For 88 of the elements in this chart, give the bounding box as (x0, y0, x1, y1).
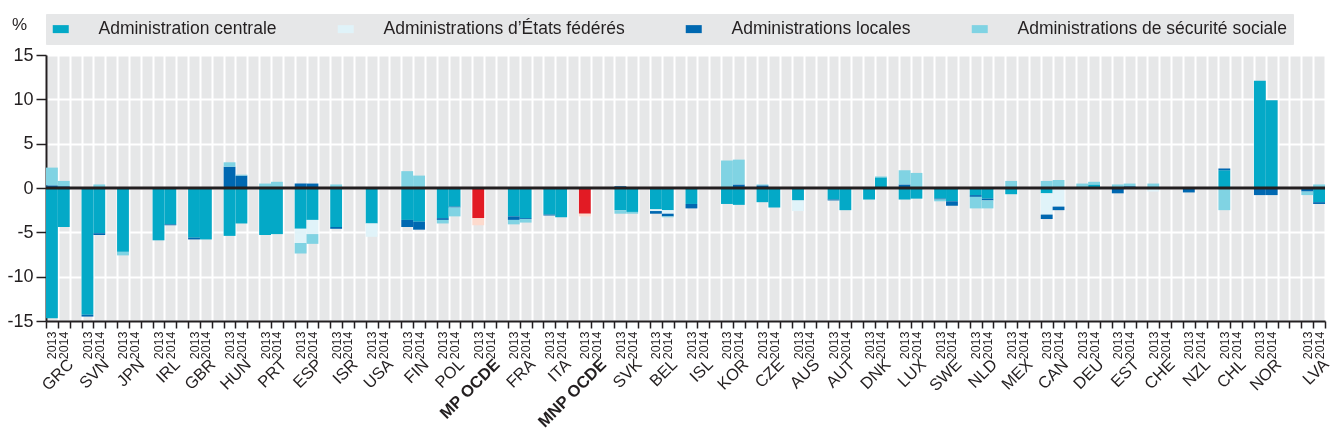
x-tick-label: 2014 (1052, 331, 1067, 360)
x-tick-label: 2013 (1300, 331, 1315, 360)
bar (946, 201, 958, 206)
x-tick-label: 2013 (400, 331, 415, 360)
x-tick-label: 2014 (1229, 331, 1244, 360)
y-axis-title: % (11, 14, 28, 34)
y-tick-label: -5 (17, 221, 34, 242)
bar (117, 188, 129, 252)
x-tick-label: 2013 (365, 331, 380, 360)
x-tick-label: 2014 (1158, 331, 1173, 360)
x-tick-label: 2014 (412, 331, 427, 360)
x-tick-label: 2014 (696, 331, 711, 360)
bar (792, 200, 804, 212)
x-tick-label: 2014 (163, 331, 178, 360)
x-tick-label: 2013 (187, 331, 202, 360)
x-tick-label: 2013 (1111, 331, 1126, 360)
x-tick-label: 2013 (1040, 331, 1055, 360)
x-tick-label: 2014 (554, 331, 569, 360)
x-tick-label: 2014 (377, 331, 392, 360)
x-tick-label: 2014 (732, 331, 747, 360)
bar (1218, 170, 1231, 188)
x-tick-label: 2014 (519, 331, 534, 360)
x-tick-label: 2013 (720, 331, 735, 360)
x-tick-label: 2013 (542, 331, 557, 360)
y-tick-label: -15 (7, 310, 34, 331)
y-tick-label: 0 (23, 177, 34, 198)
x-tick-label: 2013 (80, 331, 95, 360)
bar (874, 177, 887, 188)
x-tick-label: 2013 (152, 331, 166, 360)
x-tick-label: 2014 (483, 331, 498, 360)
x-tick-label: 2014 (199, 331, 214, 360)
x-tick-label: 2014 (945, 331, 960, 360)
y-tick-label: 15 (13, 44, 34, 65)
x-tick-label: 2013 (578, 331, 593, 360)
x-tick-label: 2013 (1075, 331, 1090, 360)
bar (223, 162, 236, 167)
x-tick-label: 2014 (1194, 331, 1209, 360)
x-tick-label: 2013 (471, 331, 486, 360)
x-tick-label: 2013 (45, 331, 60, 360)
legend-label: Administrations d’États fédérés (383, 18, 625, 39)
legend-label: Administrations de sécurité sociale (1017, 18, 1287, 39)
x-tick-label: 2013 (862, 331, 877, 360)
x-tick-label: 2014 (874, 331, 889, 360)
x-tick-label: 2013 (1182, 331, 1197, 360)
x-tick-label: 2013 (649, 331, 664, 360)
bar (472, 188, 485, 219)
x-tick-label: 2013 (329, 331, 344, 360)
x-tick-label: 2013 (684, 331, 699, 360)
bar (472, 218, 485, 226)
bar (1040, 214, 1053, 220)
x-tick-label: 2013 (258, 331, 273, 360)
x-tick-label: 2013 (613, 331, 628, 360)
x-tick-label: 2013 (933, 331, 948, 360)
legend-label: Administrations locales (731, 18, 911, 39)
x-tick-label: 2013 (791, 331, 806, 360)
x-tick-label: 2014 (1265, 331, 1280, 360)
x-tick-label: 2013 (1253, 331, 1268, 360)
x-tick-label: 2013 (755, 331, 770, 360)
x-tick-label: 2014 (448, 331, 463, 360)
x-tick-label: 2014 (767, 331, 782, 360)
x-tick-label: 2014 (1312, 331, 1327, 360)
x-tick-label: 2014 (625, 331, 640, 360)
x-tick-label: 2013 (1146, 331, 1161, 360)
x-tick-label: 2013 (116, 331, 131, 360)
bar (365, 223, 378, 237)
x-tick-label: 2013 (1004, 331, 1019, 360)
x-tick-label: 2014 (57, 331, 72, 360)
bar (578, 188, 591, 214)
x-tick-label: 2014 (1123, 331, 1138, 360)
x-tick-label: 2014 (341, 331, 356, 360)
x-tick-label: 2014 (803, 331, 818, 360)
x-tick-label: 2014 (661, 331, 676, 360)
x-tick-label: 2014 (270, 331, 285, 360)
x-tick-label: 2013 (507, 331, 522, 360)
bar (330, 188, 343, 228)
x-tick-label: 2014 (92, 331, 107, 360)
x-tick-label: 2013 (436, 331, 451, 360)
bar (1218, 188, 1231, 211)
y-tick-label: 10 (13, 88, 34, 109)
x-tick-label: 2014 (1016, 331, 1031, 360)
x-tick-label: 2014 (590, 331, 605, 360)
x-tick-label: 2014 (1087, 331, 1102, 360)
x-tick-label: 2014 (128, 331, 143, 360)
legend-label: Administration centrale (98, 18, 277, 39)
bar (365, 188, 378, 224)
x-tick-label: 2013 (1217, 331, 1232, 360)
y-tick-label: 5 (23, 133, 34, 154)
y-tick-label: -10 (7, 266, 34, 287)
